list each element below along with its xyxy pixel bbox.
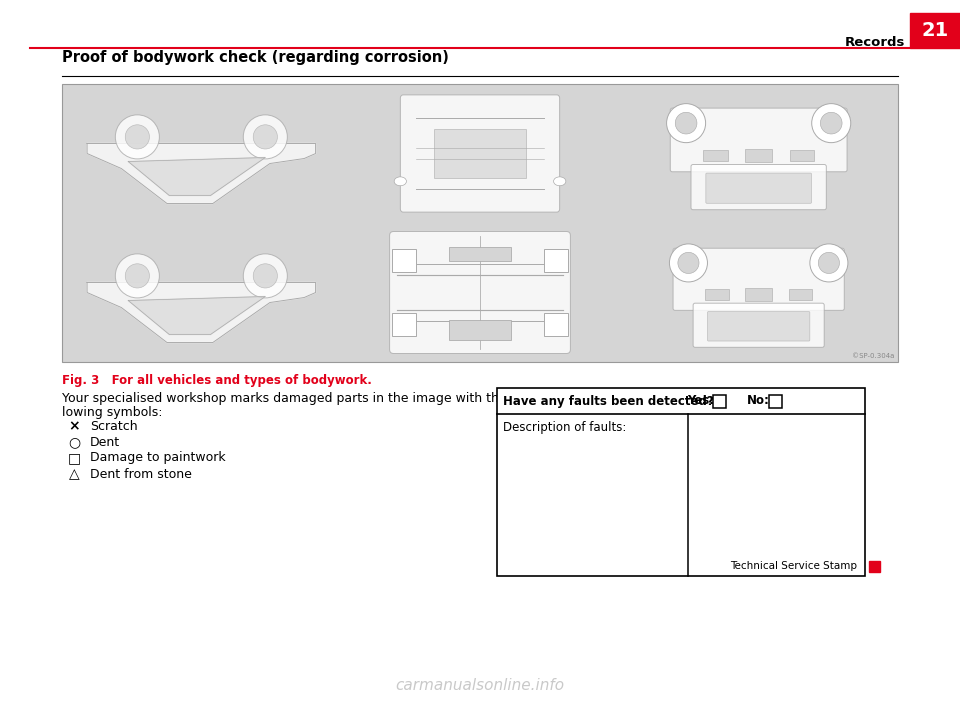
Circle shape: [125, 125, 150, 149]
FancyBboxPatch shape: [390, 231, 570, 353]
Text: Records: Records: [845, 36, 905, 48]
Bar: [790, 150, 814, 161]
Bar: [497, 388, 865, 576]
Bar: [769, 395, 782, 407]
FancyBboxPatch shape: [670, 108, 847, 172]
FancyBboxPatch shape: [400, 95, 560, 212]
Circle shape: [678, 252, 699, 273]
FancyBboxPatch shape: [706, 173, 811, 203]
Circle shape: [115, 115, 159, 159]
Bar: [713, 395, 726, 407]
Text: Fig. 3   For all vehicles and types of bodywork.: Fig. 3 For all vehicles and types of bod…: [62, 374, 372, 387]
Text: lowing symbols:: lowing symbols:: [62, 406, 162, 419]
Text: Yes:: Yes:: [687, 395, 714, 407]
Circle shape: [125, 264, 150, 288]
Ellipse shape: [395, 177, 406, 186]
Text: Technical Service Stamp: Technical Service Stamp: [730, 561, 857, 571]
Ellipse shape: [554, 177, 565, 186]
Bar: [869, 561, 880, 572]
Bar: [449, 247, 511, 261]
Text: Description of faults:: Description of faults:: [503, 421, 626, 435]
Circle shape: [253, 264, 277, 288]
FancyBboxPatch shape: [693, 303, 825, 347]
Text: Dent from stone: Dent from stone: [90, 468, 192, 480]
Bar: [745, 149, 773, 162]
Text: Scratch: Scratch: [90, 419, 137, 433]
Text: Have any faults been detected?: Have any faults been detected?: [503, 395, 713, 407]
FancyBboxPatch shape: [673, 248, 844, 311]
Text: △: △: [69, 467, 80, 481]
Text: ©SP-0.304a: ©SP-0.304a: [852, 353, 894, 359]
FancyBboxPatch shape: [691, 165, 827, 210]
FancyBboxPatch shape: [708, 311, 810, 341]
Bar: [434, 129, 526, 178]
Text: ○: ○: [68, 435, 80, 449]
Text: Damage to paintwork: Damage to paintwork: [90, 451, 226, 465]
Circle shape: [818, 252, 839, 273]
Bar: [704, 150, 728, 161]
Text: Your specialised workshop marks damaged parts in the image with the fol-: Your specialised workshop marks damaged …: [62, 392, 531, 405]
Circle shape: [821, 112, 842, 134]
Text: ×: ×: [68, 419, 80, 433]
Circle shape: [243, 115, 287, 159]
Text: Proof of bodywork check (regarding corrosion): Proof of bodywork check (regarding corro…: [62, 50, 449, 65]
Circle shape: [253, 125, 277, 149]
Bar: [544, 313, 568, 336]
Circle shape: [812, 104, 851, 143]
Polygon shape: [129, 158, 265, 196]
Circle shape: [115, 254, 159, 298]
Text: No:: No:: [747, 395, 770, 407]
Bar: [392, 249, 416, 272]
Bar: [544, 249, 568, 272]
Text: Dent: Dent: [90, 435, 120, 449]
Circle shape: [675, 112, 697, 134]
Text: 21: 21: [922, 21, 948, 40]
Bar: [62, 84, 898, 362]
Bar: [449, 320, 511, 341]
Polygon shape: [87, 144, 316, 203]
Bar: [910, 13, 960, 48]
Bar: [745, 288, 772, 301]
Polygon shape: [87, 283, 316, 343]
Circle shape: [243, 254, 287, 298]
Text: carmanualsonline.info: carmanualsonline.info: [396, 677, 564, 693]
Text: □: □: [67, 451, 81, 465]
Bar: [789, 290, 812, 300]
Bar: [392, 313, 416, 336]
Circle shape: [666, 104, 706, 143]
Bar: [706, 290, 729, 300]
Circle shape: [669, 244, 708, 282]
Polygon shape: [129, 297, 265, 334]
Circle shape: [810, 244, 848, 282]
